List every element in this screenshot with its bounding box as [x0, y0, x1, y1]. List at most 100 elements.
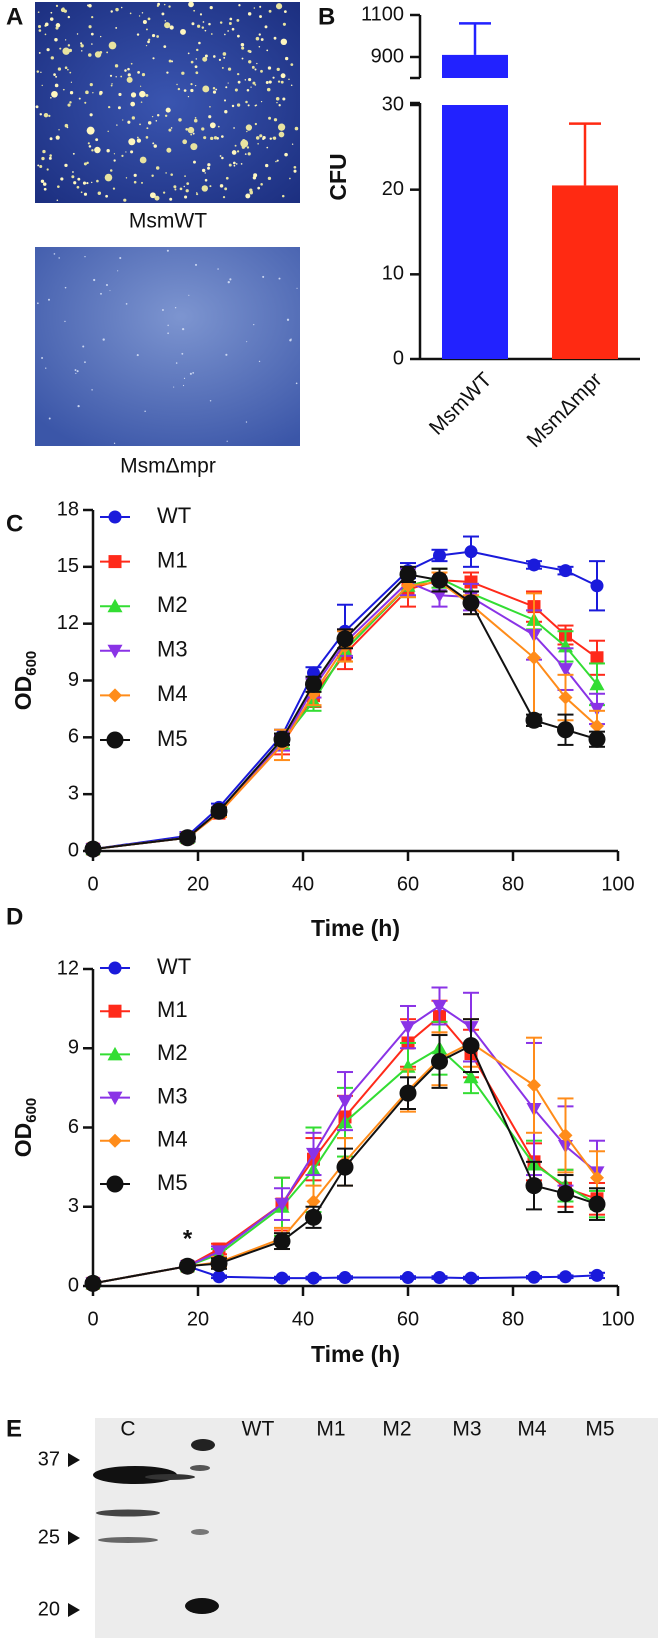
- colony: [257, 186, 261, 190]
- colony: [76, 185, 80, 189]
- colony: [250, 86, 252, 88]
- colony: [149, 192, 156, 199]
- y-tick-label: 0: [393, 347, 404, 369]
- colony: [175, 362, 178, 364]
- colony: [130, 92, 137, 98]
- marker-arrow: [68, 1453, 80, 1467]
- colony: [67, 15, 71, 19]
- colony: [176, 83, 178, 86]
- marker: [589, 702, 605, 717]
- colony: [127, 67, 130, 71]
- colony: [119, 257, 122, 260]
- x-tick-label: 60: [397, 873, 419, 895]
- marker: [273, 730, 291, 748]
- colony: [42, 149, 46, 154]
- colony: [155, 120, 158, 122]
- colony: [85, 90, 89, 95]
- colony: [43, 187, 47, 191]
- marker: [557, 721, 574, 739]
- marker-arrow: [68, 1603, 80, 1617]
- colony: [277, 123, 286, 131]
- colony: [196, 48, 199, 52]
- colony: [147, 121, 152, 125]
- colony: [80, 42, 83, 45]
- colony: [181, 327, 185, 331]
- colony: [115, 7, 119, 12]
- colony: [226, 440, 228, 442]
- colony: [201, 185, 209, 192]
- colony: [77, 405, 80, 408]
- colony: [108, 105, 111, 109]
- colony: [42, 182, 47, 186]
- marker: [108, 555, 122, 569]
- colony: [190, 83, 193, 86]
- x-tick-label: 20: [187, 1308, 209, 1330]
- colony: [244, 153, 247, 155]
- colony: [253, 7, 256, 9]
- colony: [41, 84, 43, 87]
- marker: [399, 565, 417, 583]
- colony: [276, 101, 278, 104]
- colony: [55, 23, 61, 28]
- colony: [219, 21, 223, 24]
- marker-label: 25: [38, 1526, 60, 1548]
- colony: [109, 74, 113, 77]
- y-tick-label: 3: [68, 782, 79, 804]
- marker: [212, 1270, 226, 1284]
- x-tick-label: 0: [87, 1308, 98, 1330]
- colony: [265, 163, 269, 168]
- colony: [155, 166, 160, 170]
- colony: [80, 191, 83, 194]
- panel-label: B: [318, 3, 335, 30]
- marker: [525, 711, 543, 729]
- y-tick-label: 9: [68, 1037, 79, 1059]
- colonies: [35, 1, 299, 444]
- colony: [228, 163, 232, 167]
- colony: [180, 28, 186, 35]
- marker: [525, 1177, 543, 1195]
- colony: [41, 356, 44, 359]
- colony: [179, 187, 183, 191]
- y-tick-label: 10: [382, 263, 404, 285]
- colony: [174, 307, 177, 309]
- colony: [256, 62, 258, 65]
- colony: [183, 377, 186, 380]
- colony: [286, 318, 290, 321]
- colony: [104, 173, 113, 182]
- colony: [204, 54, 208, 58]
- y-axis-label-sub: 600: [23, 651, 40, 676]
- y-tick-label: 15: [57, 555, 79, 577]
- colony: [185, 127, 189, 131]
- colony: [222, 52, 227, 56]
- colony: [126, 76, 133, 83]
- colony: [36, 70, 40, 73]
- colony: [125, 177, 128, 179]
- colony: [170, 127, 173, 129]
- colony: [223, 99, 227, 102]
- colony: [278, 104, 281, 107]
- colony: [228, 22, 232, 25]
- colony: [213, 136, 218, 140]
- marker: [107, 1046, 123, 1061]
- panel-label: E: [6, 1415, 22, 1442]
- colony: [71, 175, 75, 179]
- colony: [84, 361, 86, 364]
- marker: [462, 594, 480, 612]
- colony: [67, 103, 71, 107]
- legend-label: M5: [157, 726, 188, 751]
- colony: [67, 68, 69, 71]
- colony: [39, 113, 43, 116]
- colony: [156, 4, 159, 7]
- y-tick-label: 1100: [361, 3, 404, 25]
- colony: [215, 88, 218, 91]
- colony: [118, 92, 122, 97]
- x-tick-label: MsmΔmpr: [523, 368, 607, 452]
- colony: [74, 369, 77, 371]
- colony: [218, 58, 222, 61]
- lane-labels: C WT M1 M2 M3 M4 M5: [120, 1418, 614, 1441]
- colony: [91, 16, 94, 19]
- colony: [293, 165, 297, 169]
- marker: [527, 1270, 541, 1284]
- marker: [588, 730, 606, 748]
- y-axis-label: CFU: [325, 153, 351, 200]
